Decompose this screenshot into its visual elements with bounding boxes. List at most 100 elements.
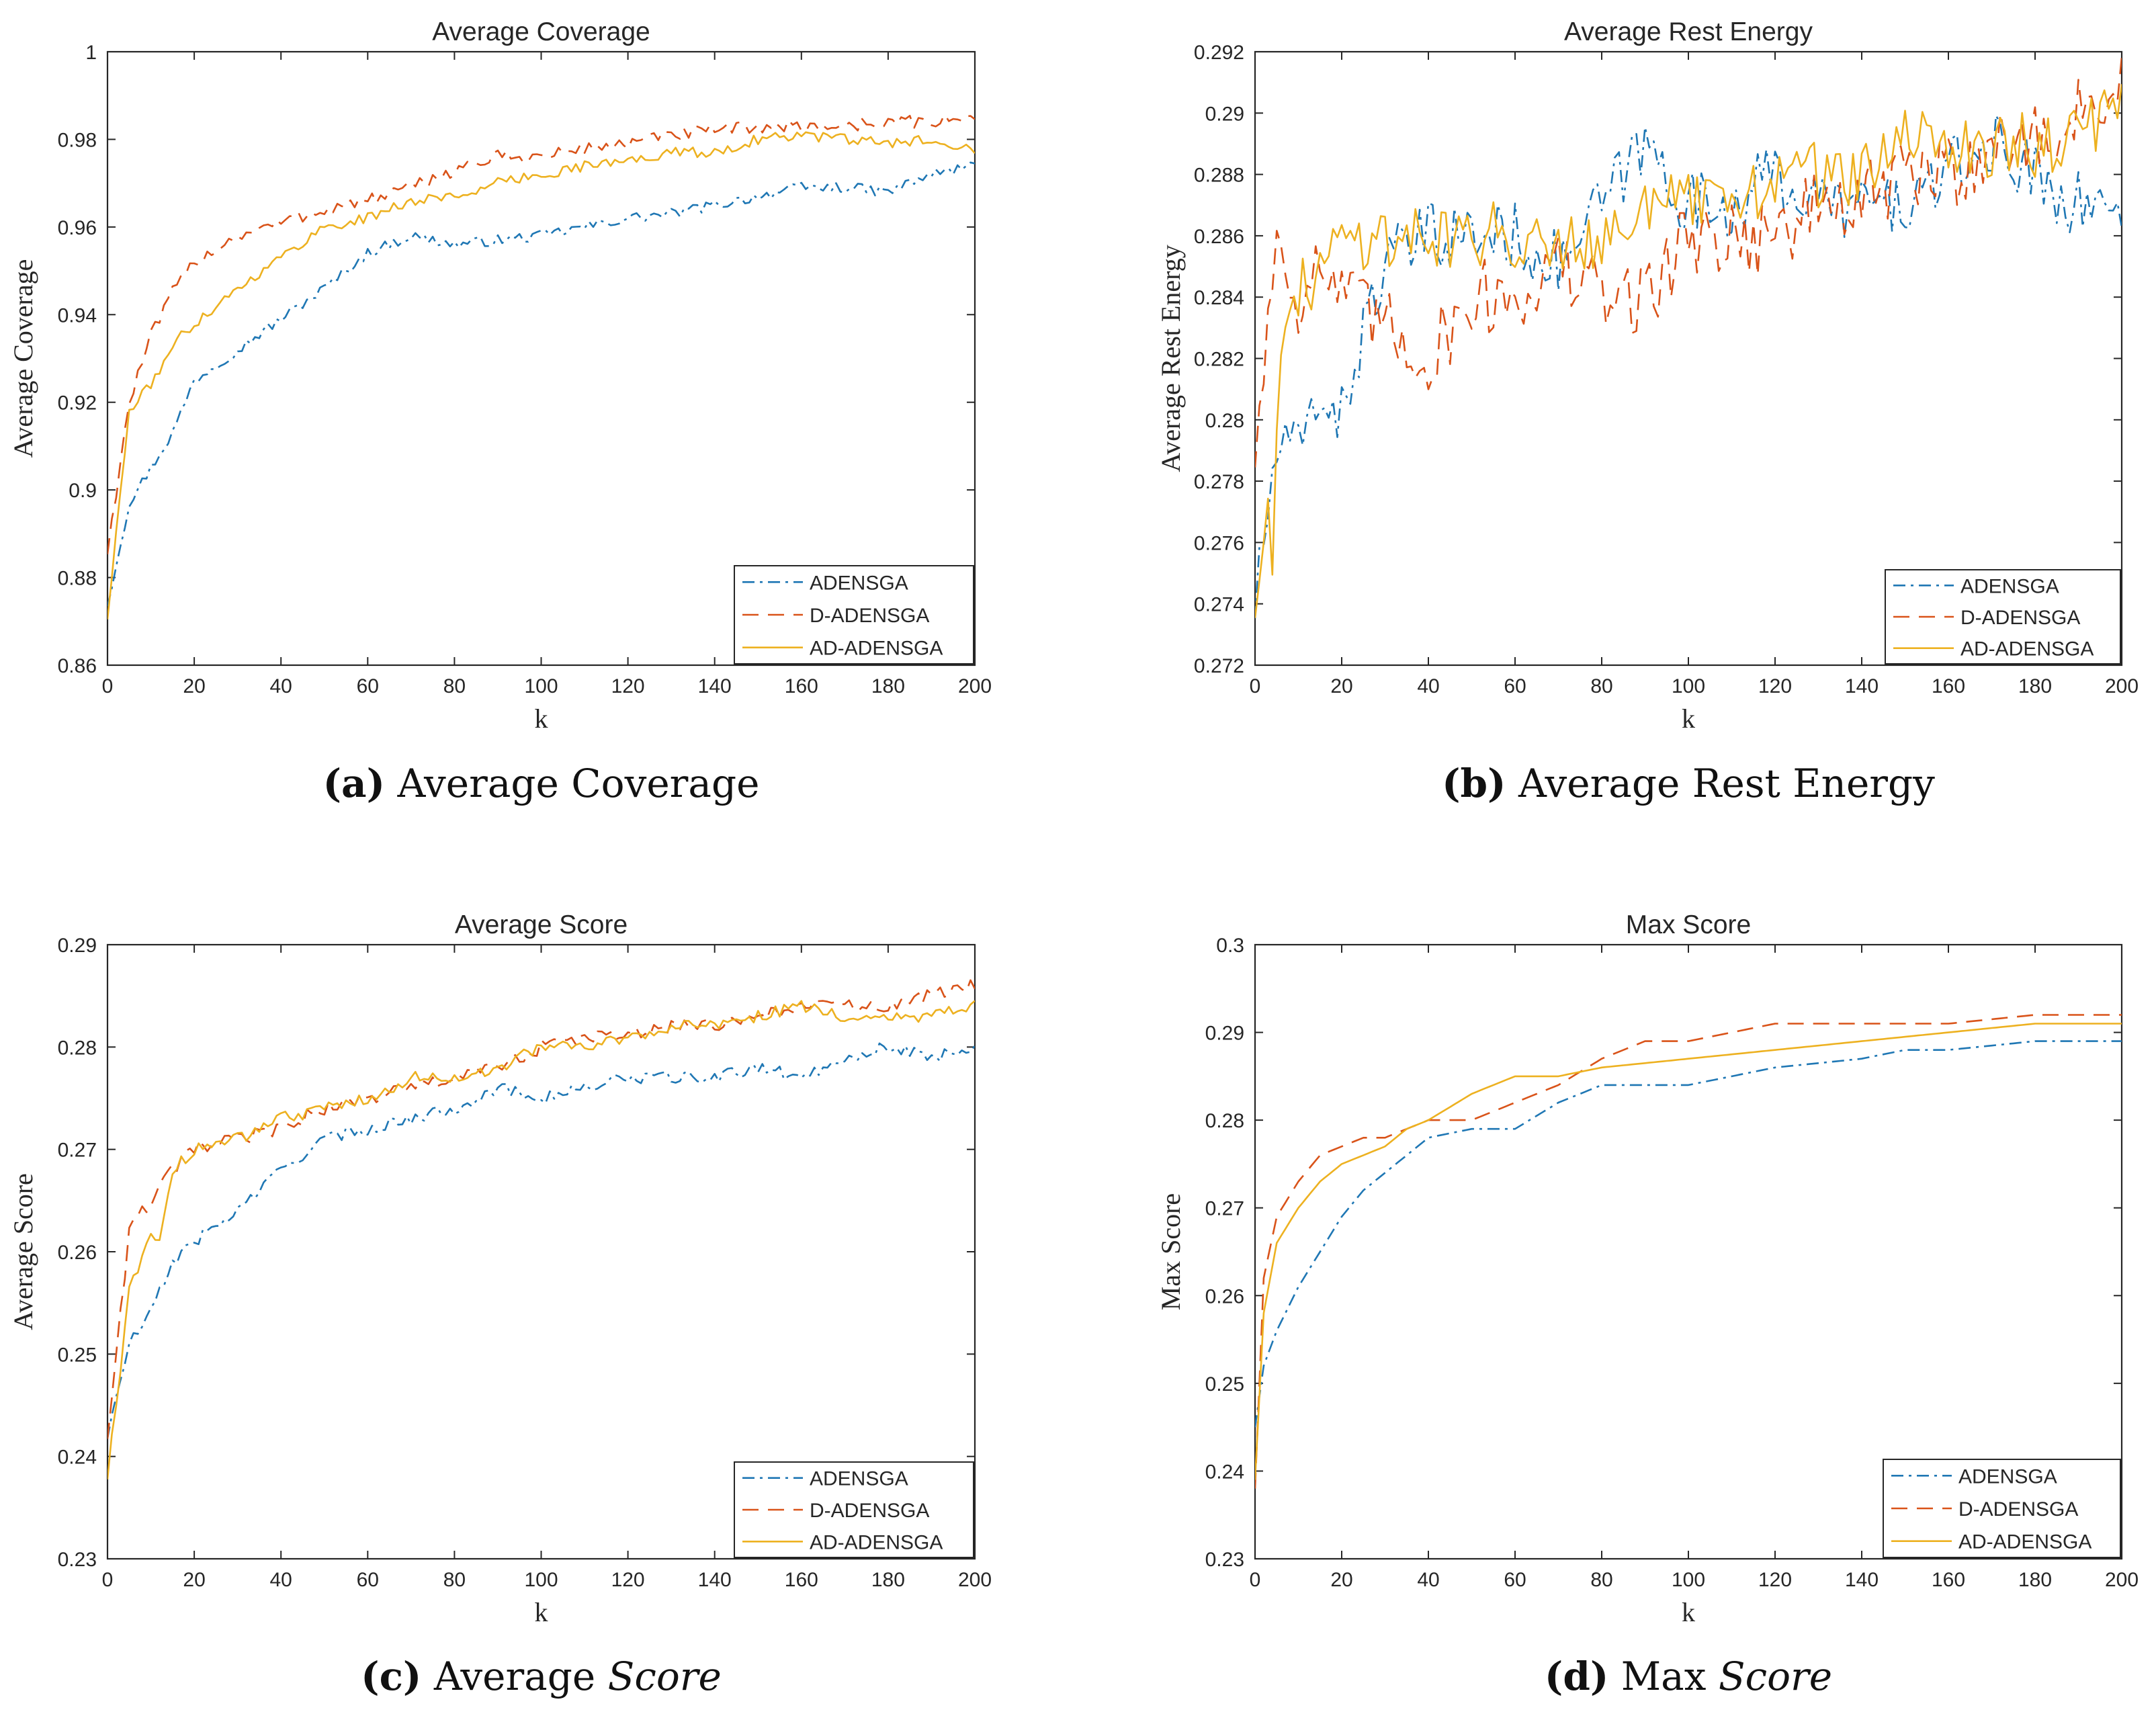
y-tick-label: 0.27 — [1205, 1198, 1244, 1220]
caption-gap — [421, 1654, 433, 1699]
y-tick-label: 0.29 — [1205, 1023, 1244, 1045]
y-axis-label: Average Coverage — [8, 259, 38, 458]
series-line-ad-adensga — [107, 131, 975, 619]
chart-title: Max Score — [1626, 910, 1751, 939]
legend: ADENSGA D-ADENSGA AD-ADENSGA — [1885, 569, 2121, 665]
x-tick-label: 80 — [443, 1569, 466, 1591]
y-tick-label: 0.278 — [1194, 471, 1244, 493]
y-tick-label: 0.284 — [1194, 287, 1244, 309]
y-tick-label: 0.98 — [58, 129, 97, 151]
chart-title: Average Rest Energy — [1564, 17, 1813, 46]
y-tick-label: 0.29 — [58, 935, 97, 957]
y-tick-label: 0.24 — [1205, 1461, 1244, 1483]
y-tick-label: 0.276 — [1194, 532, 1244, 554]
x-tick-label: 80 — [1590, 1569, 1612, 1591]
x-tick-label: 200 — [958, 1569, 992, 1591]
x-axis-label: k — [535, 1597, 548, 1627]
caption-letter: (a) — [323, 761, 385, 806]
y-axis-label: Max Score — [1156, 1193, 1186, 1310]
caption-text: Average — [433, 1654, 608, 1699]
y-tick-label: 0.274 — [1194, 594, 1244, 616]
y-tick-label: 0.86 — [58, 655, 97, 677]
y-tick-label: 1 — [85, 42, 97, 64]
x-tick-label: 0 — [102, 675, 114, 697]
x-tick-label: 80 — [1590, 675, 1612, 697]
caption-gap — [1506, 761, 1518, 806]
x-tick-label: 180 — [2018, 1569, 2052, 1591]
x-tick-label: 200 — [958, 675, 992, 697]
x-tick-label: 60 — [357, 675, 379, 697]
chart-title: Average Score — [455, 910, 628, 939]
x-tick-label: 100 — [524, 1569, 558, 1591]
x-tick-label: 200 — [2105, 675, 2139, 697]
series-line-d-adensga — [1255, 1014, 2122, 1489]
x-tick-label: 80 — [443, 675, 466, 697]
legend-label: D-ADENSGA — [810, 1500, 929, 1522]
legend-label: ADENSGA — [810, 1468, 908, 1490]
chart-title: Average Coverage — [432, 17, 650, 46]
series-line-adensga — [107, 161, 975, 607]
series-line-adensga — [1255, 1040, 2122, 1428]
x-tick-label: 20 — [183, 675, 205, 697]
series-line-ad-adensga — [107, 1000, 975, 1480]
x-tick-label: 160 — [785, 1569, 818, 1591]
y-tick-label: 0.88 — [58, 568, 97, 590]
series-line-adensga — [107, 1042, 975, 1439]
caption-letter: (c) — [361, 1654, 421, 1699]
y-tick-label: 0.26 — [58, 1242, 97, 1264]
y-tick-label: 0.28 — [1205, 410, 1244, 432]
y-tick-label: 0.92 — [58, 392, 97, 415]
series-line-d-adensga — [1255, 56, 2122, 468]
chart-panel-a: Average Coverage 0 20 40 60 80 100 120 140 160 180… — [8, 17, 992, 806]
caption-letter: (d) — [1545, 1654, 1608, 1699]
legend-label: AD-ADENSGA — [810, 638, 943, 660]
y-axis-label: Average Score — [8, 1173, 38, 1330]
legend: ADENSGA D-ADENSGA AD-ADENSGA — [734, 1461, 974, 1558]
x-tick-label: 40 — [270, 675, 292, 697]
x-tick-label: 140 — [1845, 675, 1879, 697]
y-axis-label: Average Rest Energy — [1156, 245, 1186, 472]
series-line-d-adensga — [107, 113, 975, 554]
x-tick-label: 0 — [1250, 1569, 1261, 1591]
y-tick-label: 0.286 — [1194, 226, 1244, 248]
y-tick-label: 0.29 — [1205, 103, 1244, 125]
x-tick-label: 40 — [1417, 675, 1439, 697]
x-tick-label: 60 — [1504, 675, 1526, 697]
figure-caption: (d) Max Score — [1545, 1654, 1832, 1699]
figure-caption: (a) Average Coverage — [323, 761, 760, 806]
x-tick-label: 100 — [524, 675, 558, 697]
y-tick-label: 0.96 — [58, 217, 97, 239]
y-tick-label: 0.28 — [58, 1037, 97, 1059]
y-tick-label: 0.9 — [69, 480, 97, 502]
legend-label: AD-ADENSGA — [1958, 1531, 2092, 1553]
x-tick-label: 180 — [2018, 675, 2052, 697]
chart-panel-c: Average Score 0 20 40 60 80 100 120 140 160 180 200… — [8, 910, 992, 1699]
x-tick-label: 140 — [698, 1569, 732, 1591]
x-tick-label: 60 — [357, 1569, 379, 1591]
x-tick-label: 200 — [2105, 1569, 2139, 1591]
caption-text: Average Coverage — [396, 761, 759, 806]
caption-gap — [1608, 1654, 1621, 1699]
y-tick-label: 0.28 — [1205, 1110, 1244, 1132]
x-tick-label: 180 — [871, 675, 905, 697]
y-tick-label: 0.272 — [1194, 655, 1244, 677]
figure-caption: (c) Average Score — [361, 1654, 722, 1699]
y-tick-label: 0.26 — [1205, 1285, 1244, 1308]
caption-italic-text: Score — [608, 1654, 722, 1699]
x-tick-label: 120 — [611, 1569, 645, 1591]
x-tick-label: 140 — [1845, 1569, 1879, 1591]
chart-panel-d: Max Score 0 20 40 60 80 100 120 140 160 180 200 0.23… — [1156, 910, 2139, 1699]
x-tick-label: 60 — [1504, 1569, 1526, 1591]
figure-caption: (b) Average Rest Energy — [1442, 761, 1935, 806]
y-tick-label: 0.3 — [1216, 935, 1244, 957]
legend-label: D-ADENSGA — [1958, 1498, 2078, 1520]
x-axis-label: k — [1682, 703, 1695, 734]
x-tick-label: 100 — [1672, 1569, 1705, 1591]
x-tick-label: 160 — [1932, 675, 1965, 697]
caption-text: Max — [1621, 1654, 1719, 1699]
y-tick-label: 0.23 — [58, 1549, 97, 1571]
x-tick-label: 100 — [1672, 675, 1705, 697]
y-tick-label: 0.25 — [1205, 1373, 1244, 1396]
legend-label: ADENSGA — [1960, 575, 2059, 597]
